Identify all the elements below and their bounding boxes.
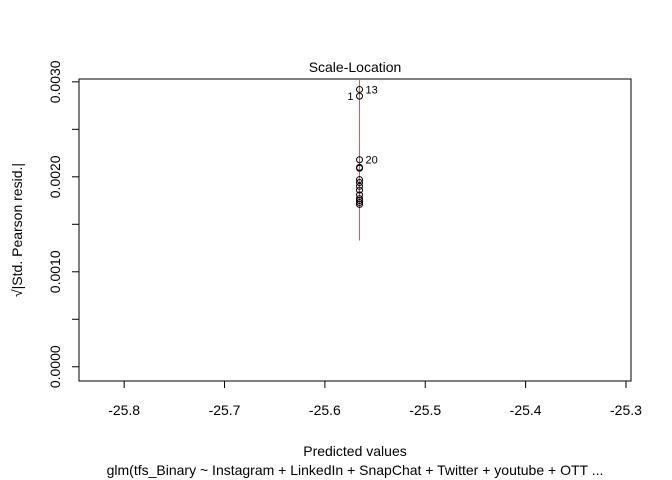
data-point [356,85,364,93]
x-axis: -25.8 -25.7 -25.6 -25.5 -25.4 -25.3 [108,380,642,418]
x-tick-label: -25.6 [309,402,341,418]
y-axis-label: √|Std. Pearson resid.| [9,163,25,297]
data-point [356,182,364,190]
y-axis-label-text: √|Std. Pearson resid.| [9,163,25,297]
plot-frame [78,78,632,382]
data-point [356,179,364,187]
y-tick-label: 0.0000 [47,345,63,388]
chart-title: Scale-Location [309,59,402,75]
points-group [356,85,364,208]
point-label: 1 [347,91,353,103]
data-point [356,186,364,194]
y-tick-label: 0.0020 [47,155,63,198]
data-point [356,156,364,164]
x-axis-label: Predicted values [303,443,407,459]
data-point [356,197,364,205]
x-tick-label: -25.4 [510,402,542,418]
x-tick-label: -25.5 [409,402,441,418]
y-axis-label-main: Std. Pearson resid. [9,167,25,286]
data-point [356,164,364,172]
data-point [356,176,364,184]
chart-subtitle: glm(tfs_Binary ~ Instagram + LinkedIn + … [107,462,604,478]
x-tick-label: -25.8 [108,402,140,418]
y-tick-label: 0.0030 [47,60,63,103]
y-axis: 0.0000 0.0010 0.0020 0.0030 [47,60,80,388]
point-label: 13 [366,84,378,96]
x-tick-label: -25.7 [209,402,241,418]
data-point [356,92,364,100]
abs-close: | [9,163,25,167]
data-point [356,200,364,208]
point-labels-group: 13 1 20 [347,84,377,166]
y-tick-label: 0.0010 [47,250,63,293]
point-label: 20 [366,155,378,167]
x-tick-label: -25.3 [610,402,642,418]
abs-open: | [9,286,25,290]
sqrt-symbol: √ [9,289,25,297]
data-point [356,198,364,206]
